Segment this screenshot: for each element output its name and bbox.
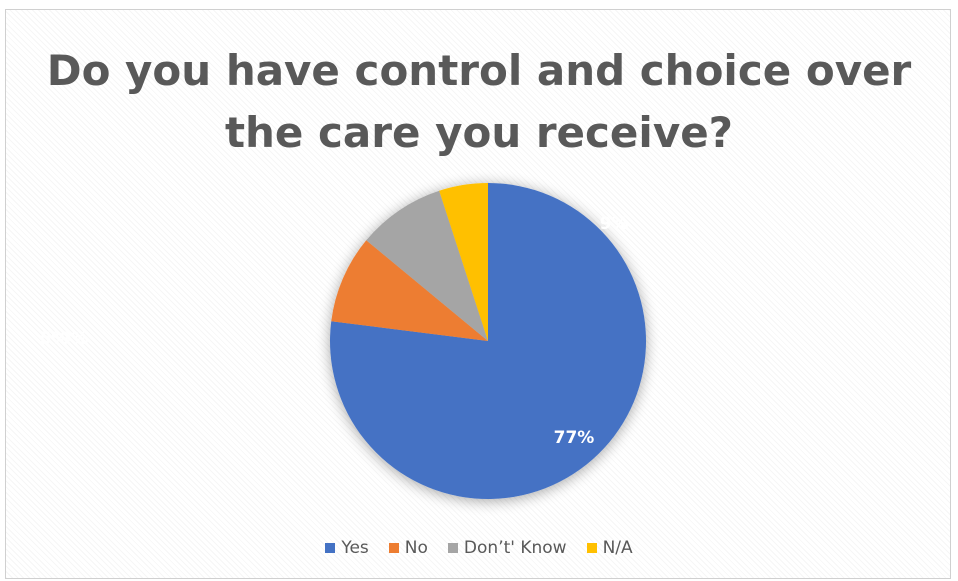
legend-item-na: N/A (586, 538, 633, 558)
chart-title-line-1: Do you have control and choice over (46, 46, 912, 95)
legend-item-yes: Yes (325, 538, 369, 558)
pie-slice-dont-know (366, 190, 488, 341)
data-label-no: 9% (600, 214, 629, 234)
chart-title-line-2: the care you receive? (224, 108, 734, 157)
pie-data-labels: 77% 9% 9% 5% (40, 214, 629, 448)
pie-slice-yes (330, 183, 647, 499)
legend-swatch-no (388, 543, 399, 553)
pie-slice-no (331, 240, 488, 341)
legend-label-no: No (404, 538, 428, 558)
pie-chart: 77% 9% 9% 5% (40, 183, 647, 499)
legend-item-no: No (388, 538, 428, 558)
pie-slices (330, 183, 647, 499)
legend-label-dont-know: Don’t' Know (463, 538, 567, 558)
legend-label-na: N/A (602, 538, 633, 558)
legend-label-yes: Yes (341, 538, 369, 558)
data-label-yes: 77% (554, 428, 595, 448)
legend-swatch-na (586, 543, 597, 553)
pie-slice-na (439, 183, 488, 341)
chart-legend: Yes No Don’t' Know N/A (6, 538, 952, 558)
chart-title: Do you have control and choice over the … (6, 40, 952, 164)
data-label-dont-know: 9% (60, 329, 89, 349)
data-label-na: 5% (40, 329, 69, 349)
chart-area: Do you have control and choice over the … (5, 9, 951, 579)
legend-swatch-dont-know (447, 543, 458, 553)
legend-item-dont-know: Don’t' Know (447, 538, 567, 558)
legend-swatch-yes (325, 543, 336, 553)
